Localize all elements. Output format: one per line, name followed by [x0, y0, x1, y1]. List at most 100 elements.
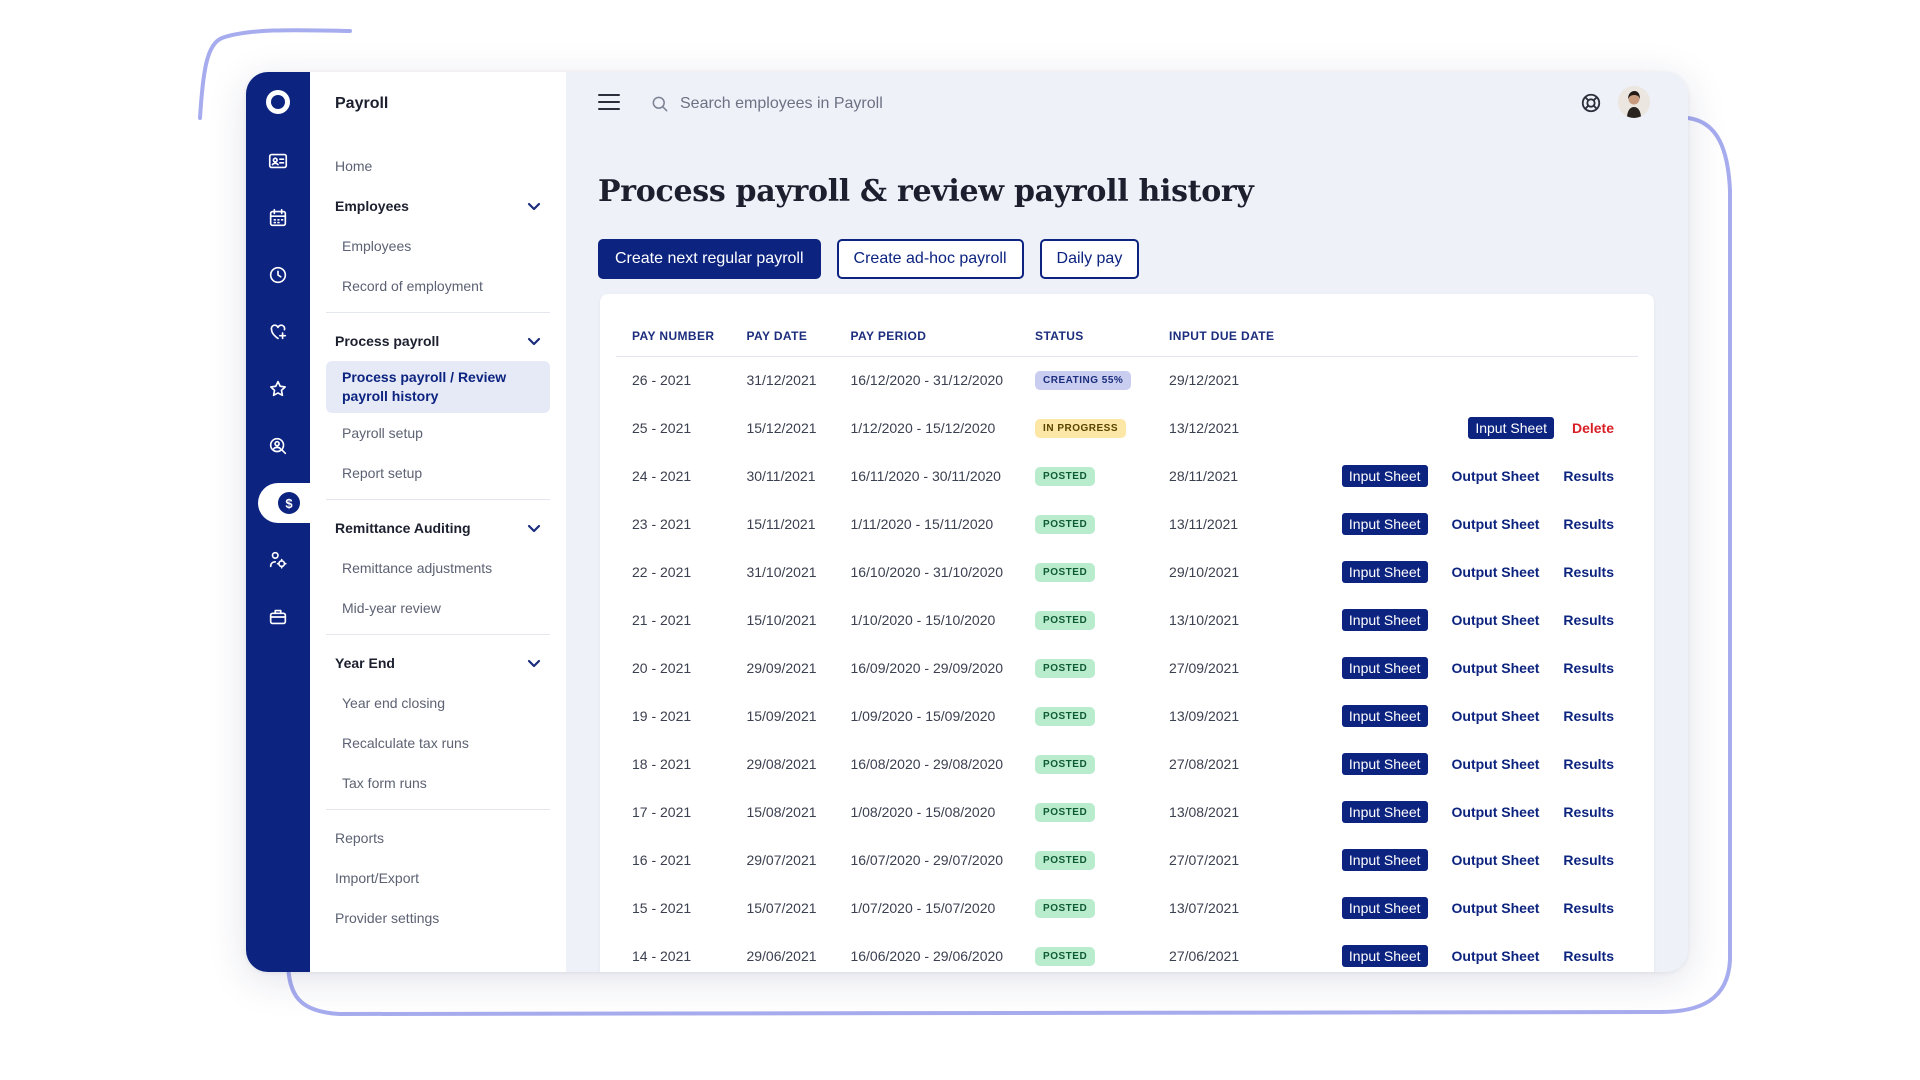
nav-group-header[interactable]: Year End [326, 643, 550, 683]
output-sheet-link[interactable]: Output Sheet [1451, 708, 1540, 724]
cell-pay-date: 29/06/2021 [746, 948, 817, 964]
nav-group-header[interactable]: Employees [326, 186, 550, 226]
nav-item-report-setup[interactable]: Report setup [342, 465, 423, 481]
section-nav: Payroll Home Employees Employees Record … [310, 72, 566, 972]
nav-item-mid-year-review[interactable]: Mid-year review [342, 600, 441, 616]
cell-input-due: 27/08/2021 [1169, 756, 1240, 772]
nav-group-remittance-auditing: Remittance Auditing Remittance adjustmen… [326, 508, 550, 635]
input-sheet-button[interactable]: Input Sheet [1341, 609, 1428, 631]
nav-group-header[interactable]: Process payroll [326, 321, 550, 361]
results-link[interactable]: Results [1563, 612, 1614, 628]
cell-status: POSTED [1019, 452, 1153, 500]
results-link[interactable]: Results [1563, 564, 1614, 580]
input-sheet-button[interactable]: Input Sheet [1341, 513, 1428, 535]
table-body: 26 - 2021 31/12/2021 16/12/2020 - 31/12/20… [616, 356, 1638, 972]
cell-pay-number: 18 - 2021 [632, 756, 692, 772]
input-sheet-button[interactable]: Input Sheet [1341, 657, 1428, 679]
column-header-pay-date[interactable]: PAY DATE [730, 316, 835, 357]
create-adhoc-payroll-button[interactable]: Create ad-hoc payroll [836, 239, 1024, 279]
input-sheet-button[interactable]: Input Sheet [1341, 465, 1428, 487]
nav-item-import-export[interactable]: Import/Export [335, 870, 420, 886]
nav-item-tax-form-runs[interactable]: Tax form runs [342, 775, 427, 791]
cell-pay-date: 15/11/2021 [746, 516, 816, 532]
cell-pay-number: 20 - 2021 [632, 660, 692, 676]
output-sheet-link[interactable]: Output Sheet [1451, 900, 1540, 916]
results-link[interactable]: Results [1563, 708, 1614, 724]
input-sheet-button[interactable]: Input Sheet [1341, 705, 1428, 727]
output-sheet-link[interactable]: Output Sheet [1451, 612, 1540, 628]
column-header-input-due-date[interactable]: INPUT DUE DATE [1153, 316, 1291, 357]
nav-group-employees: Employees Employees Record of employment [326, 186, 550, 313]
daily-pay-button[interactable]: Daily pay [1039, 239, 1140, 279]
cell-status: POSTED [1019, 692, 1153, 740]
nav-item-payroll-setup[interactable]: Payroll setup [342, 425, 423, 441]
column-header-pay-period[interactable]: PAY PERIOD [834, 316, 1020, 357]
create-next-regular-payroll-button[interactable]: Create next regular payroll [598, 239, 821, 279]
delete-link[interactable]: Delete [1571, 420, 1614, 436]
input-sheet-button[interactable]: Input Sheet [1341, 801, 1428, 823]
dollar-icon[interactable]: $ [258, 483, 320, 523]
status-badge: POSTED [1035, 899, 1096, 918]
cell-status: POSTED [1019, 596, 1153, 644]
clock-icon[interactable] [246, 255, 310, 295]
nav-item-remittance-adjustments[interactable]: Remittance adjustments [342, 560, 493, 576]
nav-item-home[interactable]: Home [335, 158, 373, 174]
input-sheet-button[interactable]: Input Sheet [1468, 417, 1554, 439]
table-header-row: PAY NUMBER PAY DATE PAY PERIOD STATUS IN… [616, 316, 1638, 357]
nav-item-recalculate-tax-runs[interactable]: Recalculate tax runs [342, 735, 469, 751]
input-sheet-button[interactable]: Input Sheet [1341, 849, 1428, 871]
id-card-icon[interactable] [246, 141, 310, 181]
output-sheet-link[interactable]: Output Sheet [1451, 468, 1540, 484]
table-row: 17 - 2021 15/08/2021 1/08/2020 - 15/08/202… [616, 788, 1638, 836]
nav-item-year-end-closing[interactable]: Year end closing [342, 695, 446, 711]
output-sheet-link[interactable]: Output Sheet [1451, 948, 1540, 964]
input-sheet-button[interactable]: Input Sheet [1341, 561, 1428, 583]
status-badge: POSTED [1035, 947, 1096, 966]
cell-pay-number: 15 - 2021 [632, 900, 692, 916]
cell-actions: Input Sheet Output Sheet Results [1290, 740, 1638, 788]
column-header-pay-number[interactable]: PAY NUMBER [616, 316, 731, 357]
cell-input-due: 29/10/2021 [1169, 564, 1240, 580]
output-sheet-link[interactable]: Output Sheet [1451, 660, 1540, 676]
results-link[interactable]: Results [1563, 852, 1614, 868]
search-input[interactable] [680, 95, 1000, 113]
nav-item-reports[interactable]: Reports [335, 830, 385, 846]
results-link[interactable]: Results [1563, 900, 1614, 916]
nav-item-process-payroll-review[interactable]: Process payroll / Review payroll history [326, 361, 550, 413]
cell-pay-date: 31/12/2021 [746, 372, 817, 389]
cell-pay-period: 16/09/2020 - 29/09/2020 [850, 660, 1004, 676]
user-avatar[interactable] [1618, 86, 1650, 118]
output-sheet-link[interactable]: Output Sheet [1451, 516, 1540, 532]
help-lifebuoy-icon[interactable] [1580, 92, 1602, 114]
nav-item-record-of-employment[interactable]: Record of employment [342, 278, 483, 294]
column-header-status[interactable]: STATUS [1019, 316, 1154, 357]
nav-item-provider-settings[interactable]: Provider settings [335, 910, 440, 926]
output-sheet-link[interactable]: Output Sheet [1451, 756, 1540, 772]
status-badge: POSTED [1035, 707, 1096, 726]
results-link[interactable]: Results [1563, 804, 1614, 820]
briefcase-icon[interactable] [246, 597, 310, 637]
results-link[interactable]: Results [1563, 660, 1614, 676]
results-link[interactable]: Results [1563, 948, 1614, 964]
input-sheet-button[interactable]: Input Sheet [1341, 753, 1428, 775]
table-row: 21 - 2021 15/10/2021 1/10/2020 - 15/10/202… [616, 596, 1638, 644]
results-link[interactable]: Results [1563, 516, 1614, 532]
results-link[interactable]: Results [1563, 468, 1614, 484]
heart-plus-icon[interactable] [246, 312, 310, 352]
calendar-icon[interactable] [246, 198, 310, 238]
cell-input-due: 13/12/2021 [1169, 420, 1240, 436]
output-sheet-link[interactable]: Output Sheet [1451, 564, 1540, 580]
person-gear-icon[interactable] [246, 540, 310, 580]
nav-group-header[interactable]: Remittance Auditing [326, 508, 550, 548]
user-search-icon[interactable] [246, 426, 310, 466]
cell-input-due: 13/09/2021 [1169, 708, 1240, 724]
hamburger-menu-icon[interactable] [598, 94, 620, 110]
output-sheet-link[interactable]: Output Sheet [1451, 804, 1540, 820]
input-sheet-button[interactable]: Input Sheet [1341, 945, 1428, 967]
star-icon[interactable] [246, 369, 310, 409]
cell-pay-date: 29/07/2021 [746, 852, 817, 868]
nav-item-employees[interactable]: Employees [342, 238, 412, 254]
input-sheet-button[interactable]: Input Sheet [1341, 897, 1428, 919]
results-link[interactable]: Results [1563, 756, 1614, 772]
output-sheet-link[interactable]: Output Sheet [1451, 852, 1540, 868]
